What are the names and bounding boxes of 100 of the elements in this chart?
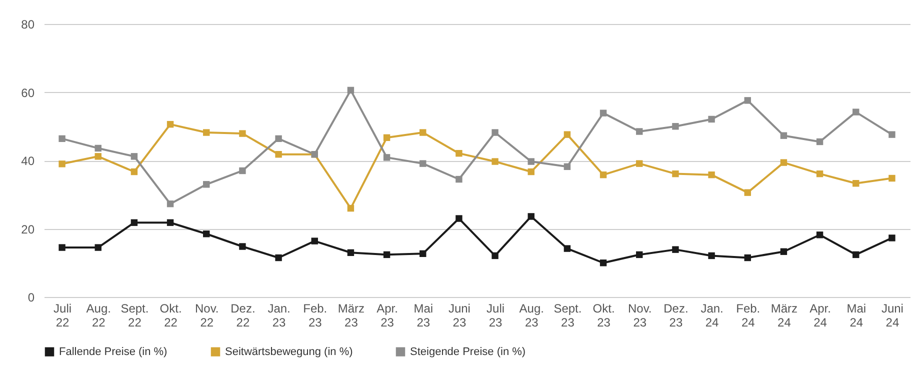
point [239,167,246,174]
x-tick-label: Apr. 24 [810,302,831,330]
x-tick-label: Sept. 22 [120,302,149,330]
point [239,243,246,250]
point [600,171,607,178]
x-tick-label: Feb. 24 [736,302,760,330]
point [528,213,534,220]
point [383,251,390,258]
point [708,171,715,178]
legend-label: Fallende Preise (in %) [59,346,168,358]
point [888,174,896,182]
point [600,110,607,116]
point [383,134,390,141]
point [564,245,571,252]
point [347,204,354,212]
x-tick-label: März 24 [770,302,798,330]
point [672,170,679,178]
x-tick-label: Jan. 23 [268,302,290,330]
point [564,163,571,170]
point [564,131,571,138]
y-tick-label: 20 [21,222,35,236]
point [275,135,282,142]
point [420,129,426,136]
point [239,130,246,137]
x-tick-label: Juni 23 [448,302,470,330]
point [492,129,498,136]
point [166,200,174,208]
point [94,144,102,152]
x-tick-label: Dez. 22 [230,302,256,330]
point [816,138,824,146]
x-tick-label: Aug. 23 [519,302,544,330]
x-tick-label: Jan. 24 [700,302,724,330]
point [203,181,210,188]
point [672,246,679,253]
point [311,238,318,244]
point [166,120,174,128]
point [383,154,390,161]
x-tick-label: Nov. 23 [628,302,652,330]
x-tick-label: Juli 23 [486,302,505,330]
point [780,248,788,255]
point [888,234,896,242]
point [744,254,751,262]
point [708,252,715,260]
point [852,108,860,116]
point [744,97,751,104]
point [275,151,282,158]
point [600,260,607,266]
point [94,153,102,160]
point [456,150,462,157]
point [852,180,860,187]
point [166,219,174,226]
point [852,251,860,258]
x-tick-label: Feb. 23 [303,302,328,330]
point [456,215,462,222]
point [347,249,354,256]
x-tick-label: Nov. 22 [194,302,219,330]
x-tick-label: Sept. 23 [554,302,582,330]
point [420,160,426,167]
y-tick-label: 40 [21,154,35,168]
point [347,86,354,94]
point [636,128,643,135]
point [780,132,788,139]
point [456,176,462,183]
point [528,168,534,176]
x-tick-label: Dez. 23 [664,302,688,330]
x-tick-label: Apr. 23 [376,302,398,330]
x-tick-label: Aug. 22 [86,302,111,330]
point [420,250,426,258]
point [672,123,679,130]
x-tick-label: Mai 23 [414,302,434,330]
y-tick-label: 80 [21,18,35,32]
point [58,244,66,251]
point [203,230,210,238]
point [816,232,824,238]
point [130,168,138,176]
point [528,158,534,165]
point [636,251,643,258]
x-tick-label: Juli 22 [54,302,72,330]
point [203,129,210,136]
y-tick-label: 60 [21,86,35,100]
point [130,153,138,160]
point [816,170,824,178]
x-tick-label: Okt. 22 [160,302,182,330]
x-tick-label: Mai 24 [846,302,866,330]
point [744,189,751,196]
point [275,254,282,262]
legend-label: Seitwärtsbewegung (in %) [225,346,353,358]
x-tick-label: Juni 24 [881,302,904,330]
x-tick-label: Okt. 23 [592,302,615,330]
point [492,252,498,260]
point [130,219,138,226]
point [492,158,498,165]
point [58,135,66,142]
point [94,244,102,251]
legend-label: Steigende Preise (in %) [410,346,526,358]
x-tick-label: März 23 [338,302,365,330]
point [708,116,715,123]
point [780,159,788,166]
y-tick-label: 0 [28,290,35,304]
point [636,160,643,167]
